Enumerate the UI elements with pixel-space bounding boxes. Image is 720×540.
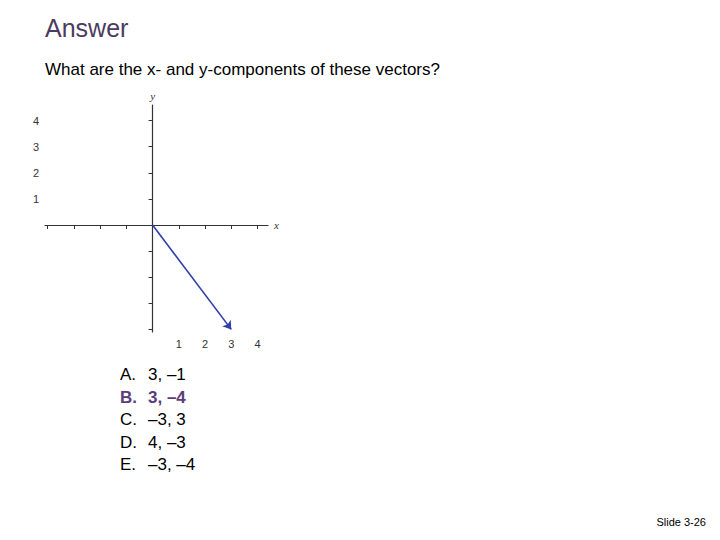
html-text:4, –3: 4, –3 bbox=[148, 432, 186, 452]
svg-text:x: x bbox=[273, 219, 279, 231]
svg-text:4: 4 bbox=[33, 115, 39, 127]
svg-text:2: 2 bbox=[202, 338, 208, 350]
svg-text:4: 4 bbox=[254, 338, 260, 350]
svg-text:3: 3 bbox=[228, 338, 234, 350]
html-text:3, –1: 3, –1 bbox=[148, 365, 186, 384]
html-text:Answer: Answer bbox=[45, 14, 129, 42]
html-text:E.: E. bbox=[120, 455, 137, 474]
svg-text:y: y bbox=[149, 90, 155, 102]
svg-text:1: 1 bbox=[176, 338, 182, 350]
html-text:D.: D. bbox=[120, 432, 137, 452]
html-text:–3, –4: –3, –4 bbox=[148, 455, 196, 474]
svg-text:3: 3 bbox=[33, 141, 39, 153]
html-text:C.: C. bbox=[120, 410, 137, 429]
html-text:What are the x- and y-componen: What are the x- and y-components of thes… bbox=[45, 60, 440, 79]
html-text:A.: A. bbox=[120, 365, 137, 384]
svg-text:2: 2 bbox=[33, 167, 39, 179]
html-text:–3, 3: –3, 3 bbox=[148, 410, 186, 429]
html-text:Slide 3-26: Slide 3-26 bbox=[656, 516, 706, 528]
html-text:3, –4: 3, –4 bbox=[148, 387, 186, 407]
html-text:B.: B. bbox=[120, 387, 137, 407]
svg-text:1: 1 bbox=[33, 193, 39, 205]
